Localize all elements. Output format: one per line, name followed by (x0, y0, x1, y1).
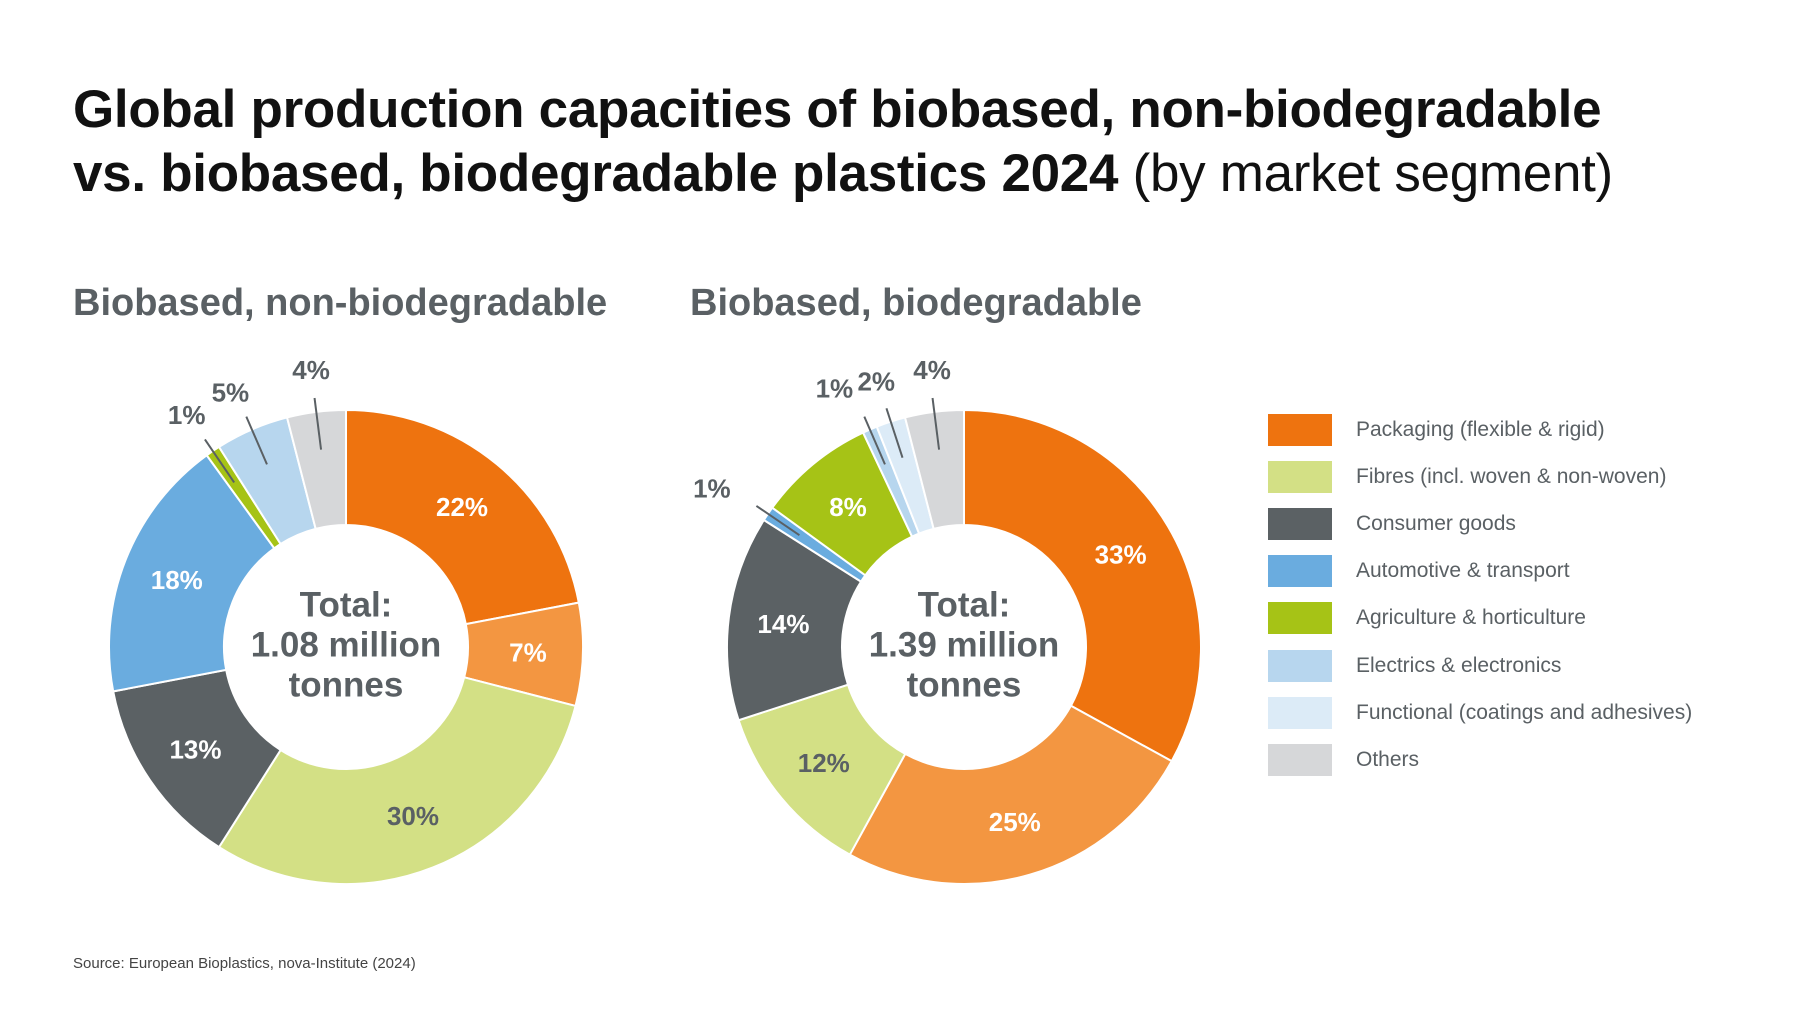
title-suffix: (by market segment) (1132, 144, 1614, 203)
leader-line (863, 416, 886, 465)
pie-slice (345, 408, 580, 626)
leader-line (885, 407, 904, 459)
legend-item: Others (1268, 736, 1692, 783)
pie-slice (848, 704, 1174, 885)
pie-slice (903, 408, 965, 531)
center-total-text: tonnes (907, 666, 1022, 705)
subtitle-biodegradable: Biobased, biodegradable (690, 282, 1142, 324)
center-total-text: 1.08 million (251, 626, 442, 665)
data-label: 7% (509, 638, 547, 668)
leader-line (204, 438, 235, 483)
data-label: 14% (757, 609, 809, 639)
data-label: 4% (292, 355, 330, 385)
center-total-text: 1.39 million (869, 626, 1060, 665)
legend-swatch (1268, 555, 1332, 588)
data-label: 30% (387, 801, 439, 831)
data-label: 18% (151, 565, 203, 595)
title-line-2: vs. biobased, biodegradable plastics 202… (73, 144, 1119, 203)
center-total-text: Total: (918, 586, 1011, 625)
legend-label: Automotive & transport (1356, 559, 1570, 583)
donut-chart-2: 33%25%12%14%1%8%1% 2% 4%Total:1.39 million… (693, 355, 1202, 885)
legend-item: Electrics & electronics (1268, 642, 1692, 689)
legend-item: Consumer goods (1268, 500, 1692, 547)
donut-chart-1: 22% 7% 30% 13% 18% 1%5% 4% Total:1.08 millionto… (108, 355, 584, 885)
legend-item: Agriculture & horticulture (1268, 595, 1692, 642)
data-label: 12% (798, 748, 850, 778)
pie-slice (963, 408, 1202, 763)
data-label: 1% (693, 474, 731, 504)
legend-swatch (1268, 507, 1332, 540)
pie-slice (726, 518, 863, 722)
data-label: 1% (816, 373, 854, 403)
legend-swatch (1268, 649, 1332, 682)
title-line-1: Global production capacities of biobased… (73, 80, 1602, 139)
center-total-text: Total: (300, 586, 393, 625)
legend-swatch (1268, 460, 1332, 493)
chart-title: Global production capacities of biobased… (73, 78, 1613, 206)
legend-swatch (1268, 413, 1332, 446)
legend-item: Automotive & transport (1268, 548, 1692, 595)
data-label: 13% (169, 734, 221, 764)
data-label: 22% (436, 492, 488, 522)
pie-slice (217, 676, 577, 885)
leader-line (931, 397, 941, 450)
legend-label: Electrics & electronics (1356, 653, 1562, 677)
data-label: 33% (1095, 539, 1147, 569)
data-label: 25% (989, 807, 1041, 837)
data-label: 8% (829, 492, 867, 522)
center-total-text: tonnes (289, 666, 404, 705)
data-label: 1% (168, 400, 206, 430)
data-label: 5% (212, 377, 250, 407)
legend-label: Consumer goods (1356, 511, 1516, 535)
data-label: 4% (913, 355, 951, 385)
legend-item: Fibres (incl. woven & non-woven) (1268, 453, 1692, 500)
legend-label: Others (1356, 747, 1420, 771)
legend-label: Packaging (flexible & rigid) (1356, 417, 1605, 441)
leader-line (313, 397, 323, 450)
subtitle-non-biodegradable: Biobased, non-biodegradable (73, 282, 608, 324)
pie-slice (108, 453, 276, 693)
pie-slice (285, 408, 347, 531)
legend-item: Functional (coatings and adhesives) (1268, 689, 1692, 736)
legend-swatch (1268, 602, 1332, 635)
legend-swatch (1268, 696, 1332, 729)
legend-label: Fibres (incl. woven & non-woven) (1356, 464, 1667, 488)
data-label: 2% (857, 366, 895, 396)
leader-line (755, 505, 800, 536)
pie-slice (112, 668, 283, 849)
legend-swatch (1268, 743, 1332, 776)
legend-label: Agriculture & horticulture (1356, 606, 1586, 630)
source-note: Source: European Bioplastics, nova-Insti… (73, 955, 416, 972)
leader-line (245, 416, 268, 465)
legend-label: Functional (coatings and adhesives) (1356, 700, 1693, 724)
legend: Packaging (flexible & rigid) Fibres (incl… (1268, 406, 1692, 784)
legend-item: Packaging (flexible & rigid) (1268, 406, 1692, 453)
